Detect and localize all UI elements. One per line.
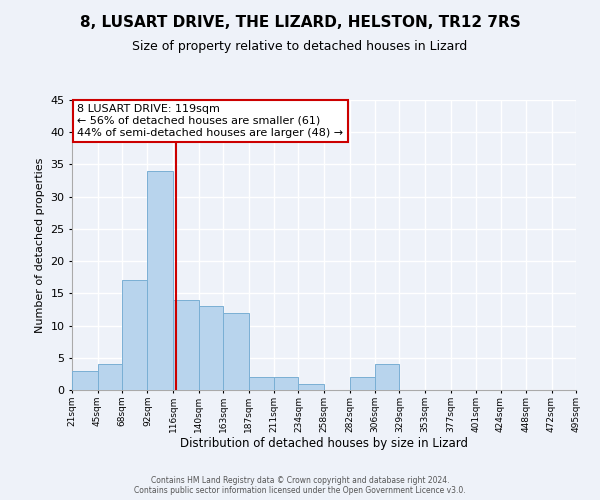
Bar xyxy=(298,384,324,390)
Bar xyxy=(98,364,122,390)
Text: 8, LUSART DRIVE, THE LIZARD, HELSTON, TR12 7RS: 8, LUSART DRIVE, THE LIZARD, HELSTON, TR… xyxy=(80,15,520,30)
Bar xyxy=(122,280,148,390)
Bar xyxy=(223,312,248,390)
Bar xyxy=(274,377,298,390)
X-axis label: Distribution of detached houses by size in Lizard: Distribution of detached houses by size … xyxy=(180,438,468,450)
Bar xyxy=(173,300,199,390)
Text: 8 LUSART DRIVE: 119sqm
← 56% of detached houses are smaller (61)
44% of semi-det: 8 LUSART DRIVE: 119sqm ← 56% of detached… xyxy=(77,104,343,138)
Bar xyxy=(72,370,98,390)
Text: Contains HM Land Registry data © Crown copyright and database right 2024.
Contai: Contains HM Land Registry data © Crown c… xyxy=(134,476,466,495)
Bar xyxy=(350,377,375,390)
Bar xyxy=(375,364,400,390)
Text: Size of property relative to detached houses in Lizard: Size of property relative to detached ho… xyxy=(133,40,467,53)
Bar xyxy=(248,377,274,390)
Bar xyxy=(148,171,173,390)
Bar xyxy=(199,306,223,390)
Y-axis label: Number of detached properties: Number of detached properties xyxy=(35,158,44,332)
